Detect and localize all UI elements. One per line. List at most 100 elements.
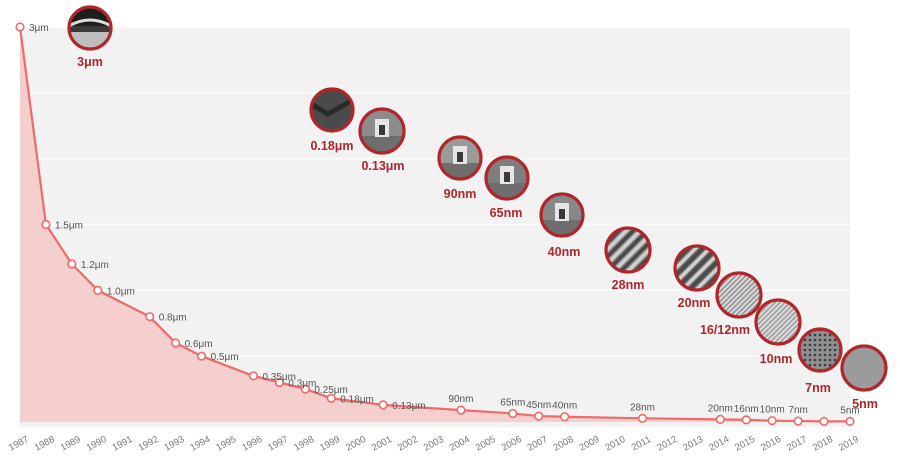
data-point <box>196 351 207 361</box>
x-tick-label: 2001 <box>370 434 394 454</box>
points-layer <box>15 22 855 426</box>
process-node-label: 5nm <box>852 397 878 411</box>
dark-trench-icon <box>309 87 355 133</box>
x-tick-label: 2000 <box>344 434 368 454</box>
x-tick-label: 1997 <box>266 434 290 454</box>
dense-grid-icon <box>797 327 843 373</box>
data-label: 20nm <box>708 403 733 414</box>
data-point <box>145 312 155 322</box>
data-point <box>715 414 725 424</box>
x-tick-label: 2019 <box>837 434 861 454</box>
data-label: 0.35μm <box>262 372 296 383</box>
data-point <box>508 408 518 419</box>
data-label: 1.2μm <box>81 260 109 271</box>
x-tick-label: 1996 <box>240 434 264 454</box>
data-point <box>767 416 777 426</box>
data-point <box>819 416 829 426</box>
x-tick-label: 2011 <box>630 434 653 453</box>
data-point <box>845 416 855 426</box>
process-node-label: 65nm <box>490 206 523 220</box>
data-point <box>378 400 388 410</box>
process-node-label: 90nm <box>444 187 477 201</box>
x-tick-label: 2017 <box>785 434 809 454</box>
data-label: 7nm <box>788 405 807 416</box>
node-image-border <box>797 327 843 373</box>
process-node-label: 10nm <box>760 352 793 366</box>
node-image-border <box>539 192 585 238</box>
gray-disc-icon <box>840 344 888 392</box>
data-label: 0.5μm <box>211 352 239 363</box>
x-tick-label: 2007 <box>526 434 550 454</box>
x-tick-label: 1989 <box>59 434 83 454</box>
data-label: 0.25μm <box>314 385 348 396</box>
process-node-label: 3μm <box>77 55 103 69</box>
fin-grid-icon <box>715 271 763 319</box>
x-tick-label: 2002 <box>396 434 420 454</box>
data-label: 28nm <box>630 402 655 413</box>
node-image-border <box>67 5 113 51</box>
trench-cross-section-icon <box>67 5 113 51</box>
gate-pillar-icon <box>484 155 530 201</box>
x-tick-label: 1990 <box>85 434 109 454</box>
node-image-border <box>437 135 483 181</box>
data-point <box>171 338 181 348</box>
x-tick-labels-layer: 1987 1988 1989 1990 1991 1992 1993 1994 1995 1996… <box>7 434 861 454</box>
process-node-label: 0.18μm <box>310 139 353 153</box>
x-tick-label: 1992 <box>137 434 161 454</box>
data-point <box>15 22 25 32</box>
data-label: 1.0μm <box>107 286 135 297</box>
x-tick-label: 2009 <box>578 434 602 454</box>
x-tick-label: 2012 <box>655 434 679 454</box>
x-tick-label: 1995 <box>214 434 238 454</box>
x-tick-label: 2015 <box>733 434 757 454</box>
x-tick-label: 2005 <box>474 434 498 454</box>
node-image-border <box>358 107 406 155</box>
data-point <box>637 413 648 423</box>
process-node-label: 0.13μm <box>361 159 404 173</box>
gate-pillar-icon <box>437 135 483 181</box>
data-label: 0.8μm <box>159 313 187 324</box>
x-tick-label: 2006 <box>500 434 524 454</box>
data-point <box>741 415 751 425</box>
gate-pillar-icon <box>539 192 585 238</box>
node-image-border <box>715 271 763 319</box>
data-label: 16nm <box>734 404 759 415</box>
x-tick-label: 2010 <box>603 434 627 454</box>
x-tick-label: 2014 <box>707 434 731 454</box>
data-point <box>248 371 259 381</box>
x-tick-label: 1993 <box>163 434 187 454</box>
fin-array-icon <box>673 244 721 292</box>
node-image-border <box>754 298 802 346</box>
process-node-label: 7nm <box>805 381 831 395</box>
x-tick-label: 1998 <box>292 434 316 454</box>
x-tick-label: 2004 <box>448 434 472 454</box>
data-label: 3μm <box>29 23 49 34</box>
gate-pillar-icon <box>358 107 406 155</box>
x-tick-label: 2008 <box>552 434 576 454</box>
process-node-label: 40nm <box>548 245 581 259</box>
data-point <box>456 405 466 415</box>
node-image-border <box>840 344 888 392</box>
data-label: 65nm <box>500 397 525 408</box>
x-tick-label: 1991 <box>111 434 135 454</box>
area-fill <box>20 27 850 422</box>
data-label: 45nm <box>526 400 551 411</box>
data-point <box>793 416 803 426</box>
data-point <box>560 412 570 422</box>
data-label: 0.13μm <box>392 401 426 412</box>
x-tick-label: 2013 <box>681 434 705 454</box>
data-label: 90nm <box>448 394 473 405</box>
x-tick-label: 1988 <box>33 434 57 454</box>
node-image-border <box>484 155 530 201</box>
data-point <box>67 259 77 269</box>
data-point <box>300 384 310 394</box>
data-label: 5nm <box>840 405 859 416</box>
data-point <box>274 377 284 388</box>
data-label: 40nm <box>552 401 577 412</box>
data-label: 1.5μm <box>55 221 83 232</box>
point-labels-layer: 3μm1.5μm1.2μm1.0μm0.8μm0.6μm0.5μm0.35μm0… <box>29 23 860 416</box>
x-tick-label: 1994 <box>188 434 212 454</box>
fin-grid-icon <box>754 298 802 346</box>
data-point <box>534 411 544 421</box>
